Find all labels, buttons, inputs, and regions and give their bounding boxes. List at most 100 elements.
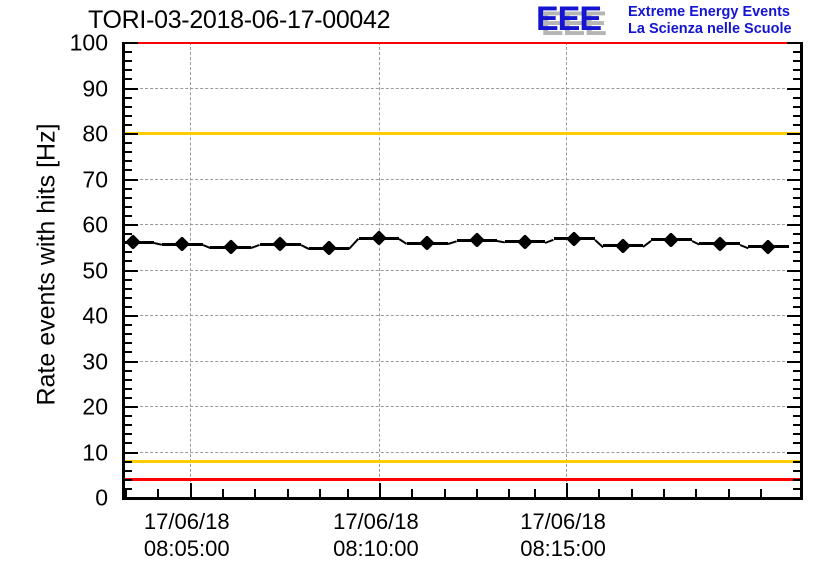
y-minor-tick-right — [793, 51, 800, 54]
y-major-tick — [125, 178, 138, 181]
h-gridline — [125, 406, 800, 407]
y-minor-tick — [125, 69, 132, 72]
y-minor-tick — [125, 96, 132, 99]
y-tick-label: 70 — [82, 166, 108, 192]
y-minor-tick-right — [793, 487, 800, 490]
y-minor-tick — [125, 478, 132, 481]
data-point[interactable] — [711, 235, 728, 252]
series-connector — [447, 240, 457, 246]
y-major-tick-right — [787, 406, 800, 408]
y-minor-tick — [125, 324, 132, 327]
y-minor-tick — [125, 305, 132, 308]
y-minor-tick — [125, 78, 132, 81]
x-minor-tick — [157, 489, 160, 497]
upper-orange-limit — [125, 132, 800, 135]
y-minor-tick — [125, 469, 132, 472]
y-minor-tick-right — [793, 78, 800, 81]
y-major-tick — [125, 87, 138, 90]
y-major-tick-right — [787, 87, 800, 90]
page-title: TORI-03-2018-06-17-00042 — [88, 6, 391, 34]
y-minor-tick — [125, 105, 132, 108]
y-minor-tick — [125, 342, 132, 345]
y-major-tick — [125, 315, 138, 317]
x-major-tick — [189, 483, 192, 497]
x-tick-label-date: 17/06/18 — [143, 509, 230, 534]
y-minor-tick — [125, 160, 132, 163]
x-tick-label: 17/06/18 08:10:00 — [333, 508, 419, 562]
data-point[interactable] — [174, 236, 191, 252]
x-tick-label-time: 08:10:00 — [333, 536, 419, 561]
data-point[interactable] — [469, 232, 485, 249]
data-point[interactable] — [517, 233, 533, 250]
y-tick-label: 100 — [69, 29, 108, 56]
y-minor-tick-right — [793, 69, 800, 72]
x-minor-tick — [443, 489, 446, 497]
y-minor-tick — [125, 433, 132, 436]
y-minor-tick-right — [793, 351, 800, 354]
y-minor-tick-right — [793, 433, 800, 436]
y-minor-tick — [125, 369, 132, 372]
y-minor-tick-right — [793, 60, 800, 63]
y-minor-tick — [125, 460, 132, 463]
h-gridline — [125, 224, 800, 225]
y-minor-tick-right — [793, 442, 800, 445]
x-minor-tick — [727, 489, 730, 497]
x-tick-label-time: 08:05:00 — [143, 536, 230, 561]
y-minor-tick-right — [793, 233, 800, 236]
y-minor-tick-right — [793, 287, 800, 290]
x-tick-label-date: 17/06/18 — [520, 509, 606, 534]
x-tick-label: 17/06/18 08:05:00 — [144, 508, 230, 562]
y-minor-tick-right — [793, 296, 800, 299]
x-major-tick — [378, 483, 381, 497]
y-minor-tick-right — [793, 169, 800, 172]
data-point[interactable] — [419, 235, 436, 251]
y-minor-tick-right — [793, 305, 800, 308]
y-minor-tick-right — [793, 214, 800, 217]
y-minor-tick — [125, 233, 132, 236]
y-tick-label: 10 — [82, 439, 108, 465]
y-minor-tick-right — [793, 387, 800, 390]
y-minor-tick-right — [793, 278, 800, 281]
y-major-tick-right — [787, 269, 800, 272]
data-point[interactable] — [615, 238, 631, 254]
y-minor-tick — [125, 415, 132, 418]
x-major-tick — [566, 483, 569, 497]
y-minor-tick-right — [793, 260, 800, 263]
y-tick-label: 60 — [82, 211, 108, 238]
plot-frame — [122, 42, 803, 500]
y-minor-tick — [125, 187, 132, 190]
y-minor-tick — [125, 424, 132, 427]
y-minor-tick-right — [793, 469, 800, 472]
y-tick-label: 50 — [82, 257, 108, 283]
x-minor-tick — [125, 489, 127, 497]
y-minor-tick — [125, 260, 132, 263]
data-point[interactable] — [222, 239, 239, 255]
y-minor-tick — [125, 123, 132, 126]
data-point[interactable] — [272, 236, 289, 252]
y-minor-tick — [125, 396, 132, 399]
y-minor-tick — [125, 142, 132, 145]
x-minor-tick — [533, 489, 536, 497]
data-point[interactable] — [663, 232, 680, 248]
x-minor-tick — [346, 489, 349, 497]
y-minor-tick — [125, 214, 132, 217]
logo-text-line2: La Scienza nelle Scuole — [628, 21, 792, 37]
y-minor-tick — [125, 296, 132, 299]
y-major-tick — [125, 269, 138, 272]
lower-red-limit — [125, 477, 800, 481]
y-minor-tick-right — [793, 96, 800, 99]
y-minor-tick-right — [793, 333, 800, 336]
y-tick-label: 90 — [82, 75, 108, 101]
x-minor-tick — [630, 489, 633, 497]
y-minor-tick — [125, 287, 132, 290]
y-minor-tick-right — [793, 369, 800, 372]
y-minor-tick-right — [793, 460, 800, 463]
data-point[interactable] — [321, 240, 337, 256]
y-tick-label: 80 — [82, 120, 108, 147]
data-point[interactable] — [760, 238, 777, 255]
x-minor-tick — [598, 489, 601, 497]
data-point[interactable] — [371, 230, 387, 246]
y-minor-tick — [125, 487, 132, 490]
data-point[interactable] — [125, 234, 142, 250]
data-point[interactable] — [566, 230, 582, 247]
